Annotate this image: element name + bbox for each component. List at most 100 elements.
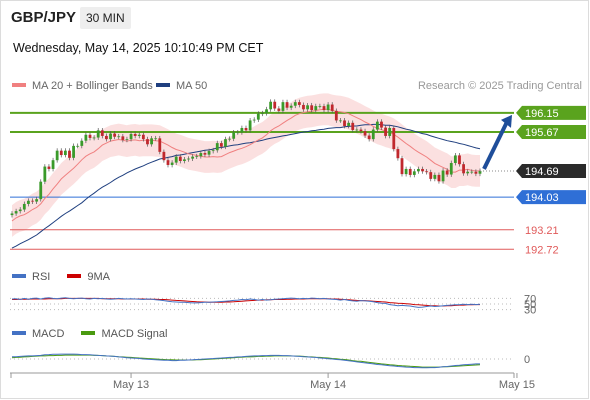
candle-body	[137, 134, 141, 136]
candle-body	[277, 108, 281, 111]
candle-body	[129, 133, 133, 140]
candle-body	[445, 170, 449, 175]
candle-body	[224, 139, 227, 147]
legend-ma20: MA 20 + Bollinger Bands	[12, 80, 153, 92]
x-tick-label-0: May 13	[113, 379, 149, 391]
candle-body	[195, 156, 199, 158]
candle-body	[375, 121, 379, 130]
candle-body	[334, 110, 338, 121]
candle-body	[252, 119, 256, 121]
candle-body	[14, 211, 18, 214]
candle-body	[178, 156, 182, 161]
credit-text: Research © 2025 Trading Central	[417, 80, 582, 92]
candle-body	[141, 134, 145, 140]
level-tag-1-text: 195.67	[525, 127, 559, 139]
candle-body	[10, 213, 14, 216]
candle-body	[133, 133, 137, 136]
level-tag-0-bg	[516, 105, 586, 120]
candle-body	[474, 171, 478, 174]
candle-body	[322, 106, 326, 111]
candle-body	[261, 113, 264, 115]
candle-body	[265, 109, 268, 114]
bollinger-band	[12, 93, 480, 237]
candle-body	[63, 150, 67, 156]
macd-line	[12, 353, 480, 369]
candle-body	[306, 105, 309, 110]
candle-body	[117, 136, 121, 138]
candle-body	[51, 160, 55, 169]
level-label-4: 192.72	[525, 244, 559, 256]
candle-body	[359, 129, 363, 132]
arrow-head	[501, 114, 512, 128]
candle-body	[408, 168, 412, 175]
level-tag-0: 196.15	[516, 105, 586, 120]
macd-label: MACD	[32, 328, 65, 340]
rsi-tick-label: 30	[524, 305, 536, 317]
x-tick-label-2: May 15	[499, 379, 535, 391]
interval-button[interactable]: 30 MIN	[80, 7, 131, 29]
candle-body	[462, 164, 465, 174]
candle-body	[384, 127, 387, 136]
candle-body	[285, 102, 289, 108]
candle-body	[162, 151, 166, 161]
candle-body	[55, 150, 59, 161]
candle-body	[88, 134, 92, 138]
level-tag-2-bg	[516, 190, 586, 205]
candles-group	[10, 99, 482, 218]
candle-body	[425, 171, 429, 173]
candle-body	[72, 145, 75, 158]
candle-body	[240, 127, 244, 133]
macd-signal-label: MACD Signal	[101, 328, 168, 340]
candle-body	[314, 106, 318, 111]
candle-body	[281, 102, 285, 111]
candle-body	[367, 135, 371, 140]
candle-body	[92, 137, 96, 139]
ma50-swatch-icon	[156, 83, 170, 88]
candle-body	[412, 171, 416, 175]
candle-body	[310, 105, 314, 111]
candle-body	[236, 132, 240, 134]
candle-body	[187, 158, 190, 160]
macd-zero-label: 0	[524, 354, 530, 366]
macd-legend: MACD MACD Signal	[12, 328, 167, 340]
candle-body	[351, 122, 355, 130]
candle-body	[396, 149, 400, 159]
candle-body	[232, 132, 236, 139]
candle-body	[59, 150, 63, 156]
candle-body	[22, 203, 26, 210]
candle-body	[68, 150, 71, 158]
candle-body	[109, 133, 112, 140]
rsi-label: RSI	[32, 271, 51, 283]
candle-body	[211, 150, 215, 152]
candle-body	[191, 156, 195, 159]
candle-body	[76, 145, 80, 147]
level-tag-2-text: 194.03	[525, 192, 559, 204]
candle-body	[199, 153, 203, 157]
macd-signal-swatch-icon	[81, 331, 96, 336]
candle-body	[318, 106, 322, 107]
candle-body	[380, 121, 383, 128]
candle-body	[433, 174, 437, 179]
candle-body	[146, 139, 149, 145]
candle-body	[466, 171, 470, 174]
timestamp: Wednesday, May 14, 2025 10:10:49 PM CET	[13, 41, 264, 55]
candle-body	[293, 102, 297, 106]
candle-body	[47, 166, 51, 169]
candle-body	[39, 181, 43, 200]
candle-body	[326, 104, 330, 111]
last-price-tag-bg	[516, 163, 586, 178]
candle-body	[269, 101, 273, 110]
candle-body	[27, 200, 30, 204]
rsi-swatch-icon	[12, 274, 26, 279]
rsi-ma-swatch-icon	[67, 274, 82, 279]
candle-body	[347, 122, 351, 127]
candle-body	[273, 101, 277, 109]
candle-body	[470, 171, 474, 173]
candle-body	[228, 138, 231, 140]
candle-body	[31, 200, 34, 202]
ma50-line	[11, 123, 481, 249]
symbol-title: GBP/JPY	[11, 9, 77, 26]
candle-body	[121, 136, 125, 140]
candle-body	[158, 138, 162, 152]
